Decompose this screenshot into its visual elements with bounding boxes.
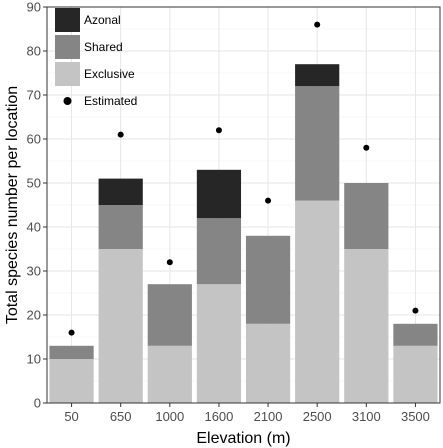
x-tick-label: 50: [64, 409, 78, 424]
bar-shared-3500: [393, 323, 438, 346]
bar-shared-50: [49, 345, 94, 359]
x-tick-label: 650: [110, 409, 132, 424]
estimated-point-50: [68, 329, 75, 336]
x-tick-label: 3100: [352, 409, 381, 424]
bar-exclusive-3100: [344, 249, 389, 403]
y-tick-label: 60: [27, 132, 41, 147]
y-tick-label: 80: [27, 44, 41, 59]
y-tick-label: 70: [27, 88, 41, 103]
bar-exclusive-650: [98, 249, 143, 403]
bar-azonal-2500: [295, 64, 340, 87]
plot-panel-border: [46, 6, 441, 404]
estimated-point-650: [117, 131, 124, 138]
x-axis: 50 650 1000 1600 2100 2500 3100 3500: [64, 403, 430, 424]
x-tick-label: 2500: [303, 409, 332, 424]
legend-key-azonal: [55, 8, 80, 32]
bar-shared-3100: [344, 183, 389, 249]
legend: Azonal Shared Exclusive Estimated: [55, 8, 137, 108]
x-tick-label: 1600: [204, 409, 233, 424]
legend-key-estimated: [63, 97, 72, 105]
bar-shared-2500: [295, 86, 340, 201]
bar-azonal-1600: [196, 169, 242, 219]
y-tick-label: 90: [27, 0, 41, 15]
bar-azonal-650: [98, 178, 143, 205]
bar-shared-1000: [147, 284, 192, 346]
y-tick-label: 0: [34, 396, 41, 411]
legend-label-exclusive: Exclusive: [84, 67, 135, 81]
legend-key-exclusive: [55, 62, 80, 86]
bar-shared-650: [98, 205, 143, 249]
y-tick-label: 10: [27, 352, 41, 367]
y-tick-label: 20: [27, 308, 41, 323]
x-tick-label: 2100: [254, 409, 283, 424]
x-axis-title: Elevation (m): [196, 430, 290, 447]
legend-label-shared: Shared: [84, 40, 123, 54]
estimated-point-3500: [412, 307, 419, 314]
x-tick-label: 3500: [401, 409, 430, 424]
y-axis-title: Total species number per location: [4, 86, 21, 324]
bar-exclusive-2100: [245, 323, 291, 403]
estimated-point-2500: [314, 21, 321, 28]
y-axis: 0 10 20 30 40 50 60 70 80 90: [27, 0, 47, 411]
bar-shared-2100: [245, 235, 291, 324]
estimated-point-1600: [215, 127, 222, 134]
bar-exclusive-2500: [295, 200, 340, 403]
y-tick-label: 50: [27, 176, 41, 191]
y-tick-label: 30: [27, 264, 41, 279]
estimated-points: [68, 21, 419, 336]
legend-label-azonal: Azonal: [84, 13, 121, 27]
bar-exclusive-50: [49, 359, 94, 403]
estimated-point-3100: [363, 144, 370, 151]
legend-key-shared: [55, 35, 80, 59]
bar-exclusive-1000: [147, 345, 192, 403]
bar-shared-1600: [196, 218, 242, 285]
legend-label-estimated: Estimated: [84, 94, 137, 108]
bar-exclusive-1600: [196, 284, 242, 403]
x-tick-label: 1000: [155, 409, 184, 424]
y-tick-label: 40: [27, 220, 41, 235]
bar-exclusive-3500: [393, 345, 438, 403]
estimated-point-1000: [166, 259, 173, 266]
bars: [49, 64, 438, 403]
estimated-point-2100: [265, 197, 272, 204]
